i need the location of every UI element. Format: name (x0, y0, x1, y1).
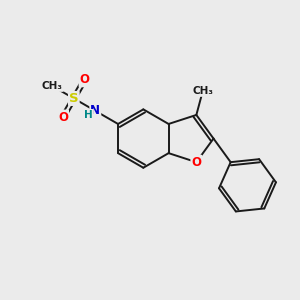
Text: S: S (69, 92, 79, 105)
Text: CH₃: CH₃ (42, 81, 63, 91)
Text: O: O (191, 156, 201, 169)
Text: CH₃: CH₃ (192, 86, 213, 96)
Text: N: N (90, 104, 100, 117)
Text: H: H (84, 110, 93, 120)
Text: O: O (58, 110, 68, 124)
Text: O: O (80, 73, 90, 86)
